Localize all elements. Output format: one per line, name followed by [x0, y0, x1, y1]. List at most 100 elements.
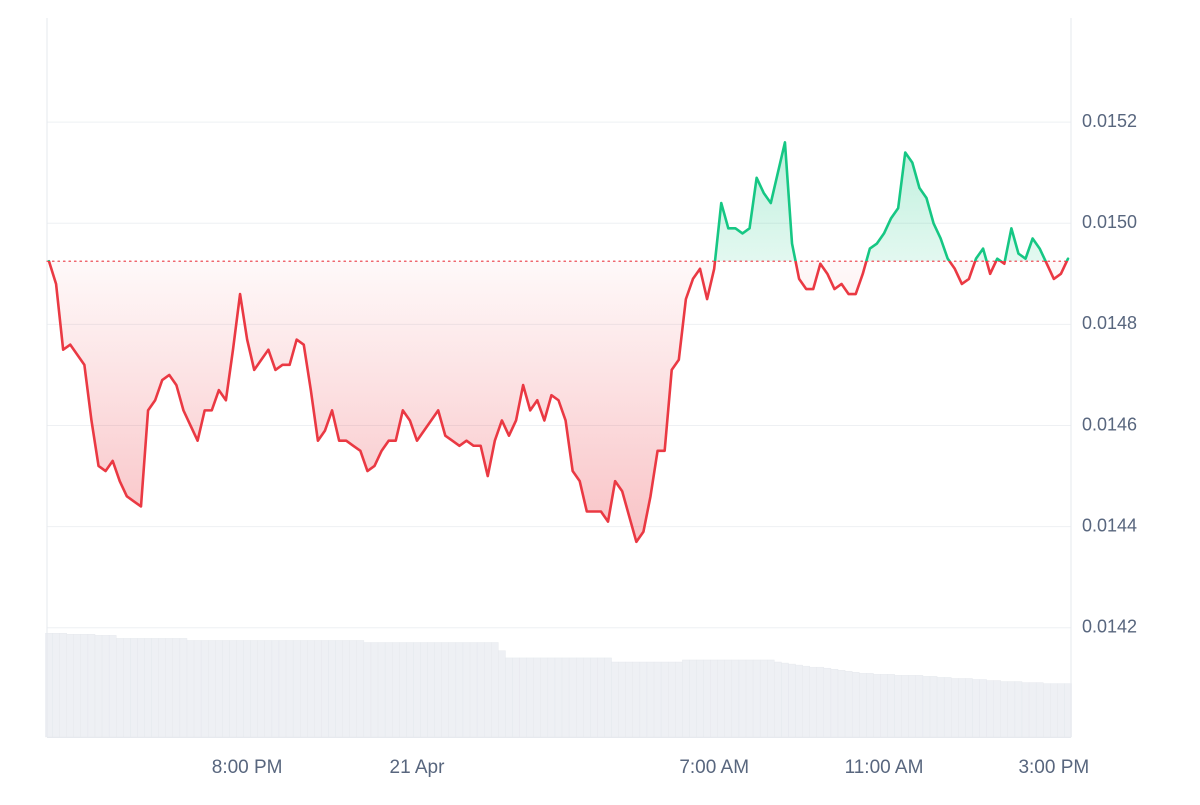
volume-bar [66, 634, 74, 738]
volume-bar [625, 661, 634, 738]
volume-bar [866, 673, 874, 738]
volume-bar [675, 661, 683, 738]
volume-bar [377, 642, 386, 738]
volume-bar [682, 659, 690, 738]
volume-bar [738, 659, 747, 738]
price-line [47, 141, 1070, 544]
volume-bar [979, 679, 987, 738]
volume-bar [689, 659, 697, 738]
volume-bar [137, 638, 145, 738]
volume-bar [130, 638, 138, 738]
labels: 0.0142 0.0144 0.0146 0.0148 0.0150 0.0152 8:00… [212, 111, 1137, 778]
volume-bar [561, 657, 570, 738]
price-line-group [46, 141, 1070, 544]
volume-bar [922, 676, 931, 738]
volume-bar [363, 642, 372, 738]
volume-bar [434, 642, 442, 738]
x-tick-label: 8:00 PM [212, 757, 283, 778]
volume-bar [717, 659, 725, 738]
volume-bar [873, 674, 881, 738]
volume-bar [611, 661, 619, 738]
volume-bar [851, 672, 860, 738]
volume-bar [703, 659, 711, 738]
volume-bar [271, 640, 280, 738]
volume-bar [215, 640, 223, 738]
volume-bar [759, 659, 768, 738]
volume-bar [880, 674, 888, 738]
y-tick-label: 0.0150 [1082, 212, 1137, 232]
volume-bar [420, 642, 428, 738]
volume-bar [667, 661, 676, 738]
volume-bar [236, 640, 244, 738]
volume-bar [116, 638, 124, 738]
y-tick-label: 0.0152 [1082, 111, 1137, 131]
volume-bar [936, 677, 945, 738]
volume-bar [264, 640, 273, 738]
volume-bar [342, 640, 350, 738]
volume-bar [469, 642, 478, 738]
volume-bar [929, 676, 938, 738]
volume-bar [491, 642, 499, 738]
volume-bar [1035, 682, 1044, 738]
volume-bar [455, 642, 464, 738]
volume-bar [406, 642, 414, 738]
volume-bar [547, 657, 556, 738]
y-tick-label: 0.0144 [1082, 515, 1137, 535]
y-tick-label: 0.0146 [1082, 414, 1137, 434]
volume-bar [505, 657, 513, 738]
volume-bar [448, 642, 457, 738]
volume-bar [73, 634, 82, 738]
volume-bar [1057, 683, 1065, 738]
volume-bar [859, 673, 867, 738]
volume-bar [399, 642, 407, 738]
volume-bar [441, 642, 450, 738]
volume-bar [222, 640, 230, 738]
volume-bar [752, 659, 761, 738]
volume-bar [519, 657, 527, 738]
x-tick-label: 3:00 PM [1018, 757, 1089, 778]
volume-bar [512, 657, 520, 738]
volume-bar [540, 657, 549, 738]
volume-bar [915, 675, 924, 738]
volume-bar [830, 669, 839, 738]
volume-bar [1050, 683, 1058, 738]
volume-bar [958, 678, 966, 738]
volume-bar [731, 659, 740, 738]
volume-bar [250, 640, 258, 738]
volume-bar [575, 657, 584, 738]
volume-bar [172, 638, 181, 738]
volume-bar [123, 638, 131, 738]
volume-bar [59, 633, 67, 738]
x-tick-label: 7:00 AM [679, 757, 749, 778]
volume-bar [696, 659, 704, 738]
volume-bar [951, 678, 959, 738]
volume-bar [943, 677, 952, 738]
volume-bar [356, 640, 365, 738]
volume-bar [1064, 683, 1072, 738]
volume-bar [243, 640, 251, 738]
volume-bar [788, 663, 796, 738]
volume-bar [101, 635, 110, 738]
volume-bar [745, 659, 754, 738]
volume-bar [335, 640, 343, 738]
volume-bar [151, 638, 159, 738]
volume-bar [972, 679, 980, 738]
volume-bar [144, 638, 152, 738]
volume-bar [349, 640, 358, 738]
volume-bar [583, 657, 591, 738]
volume-bar [208, 640, 216, 738]
volume-bar [321, 640, 329, 738]
volume-bar [767, 659, 775, 738]
volume-bar [229, 640, 237, 738]
volume-bar [257, 640, 266, 738]
volume-bar [300, 640, 308, 738]
volume-bar [314, 640, 322, 738]
volume-bar [1021, 682, 1030, 738]
volume-bar [179, 638, 188, 738]
volume-bar [660, 661, 669, 738]
volume-bar [165, 638, 174, 738]
volume-bar [802, 665, 810, 738]
volume-bar [328, 640, 336, 738]
